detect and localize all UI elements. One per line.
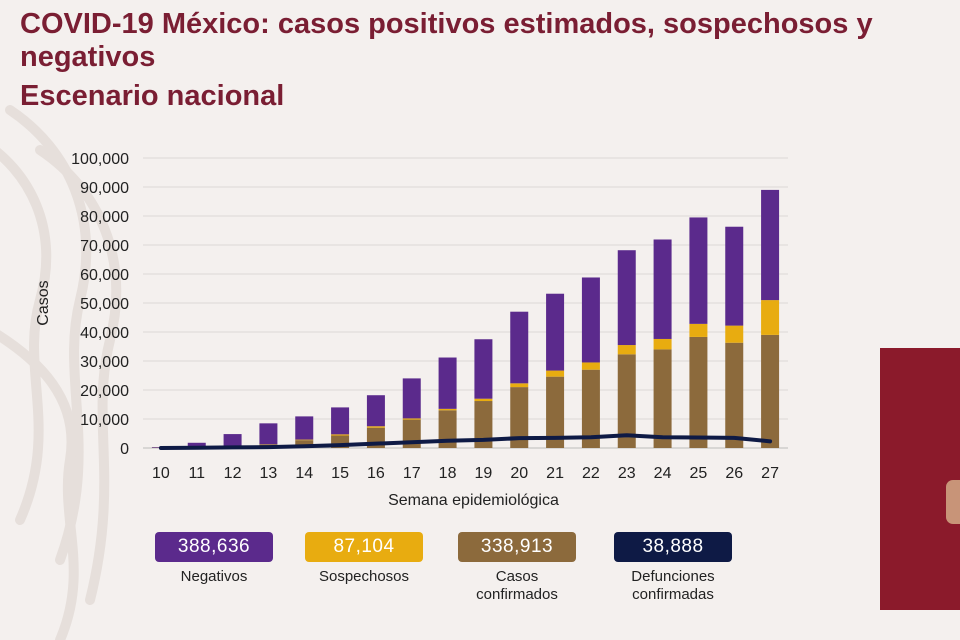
y-tick-label: 20,000 — [80, 383, 129, 400]
stat-value: 87,104 — [305, 532, 423, 562]
bar-sospechosos — [474, 398, 493, 402]
stat-value: 38,888 — [614, 532, 732, 562]
bar-sospechosos — [546, 370, 565, 377]
x-tick-label: 11 — [188, 465, 205, 482]
stat-label: Defunciones confirmadas — [631, 568, 715, 603]
bar-negativos — [546, 293, 565, 371]
x-tick-label: 21 — [546, 465, 564, 482]
bar-negativos — [510, 311, 529, 384]
y-tick-label: 80,000 — [80, 209, 129, 226]
y-tick-label: 10,000 — [80, 412, 129, 429]
bar-confirmados — [546, 376, 565, 448]
bar-sospechosos — [689, 323, 708, 337]
bar-confirmados — [725, 342, 744, 448]
y-tick-label: 70,000 — [80, 238, 129, 255]
bar-confirmados — [295, 440, 314, 448]
x-tick-label: 20 — [510, 465, 528, 482]
stat-1: 388,636 Negativos — [155, 532, 273, 586]
x-tick-label: 22 — [582, 465, 600, 482]
y-tick-label: 30,000 — [80, 354, 129, 371]
bar-negativos — [223, 434, 242, 447]
bar-confirmados — [438, 410, 457, 448]
x-tick-label: 16 — [367, 465, 385, 482]
stat-label: Negativos — [180, 568, 248, 585]
y-tick-label: 60,000 — [80, 267, 129, 284]
bar-confirmados — [689, 336, 708, 448]
bar-negativos — [438, 357, 457, 409]
chart-subtitle: Escenario nacional — [20, 80, 285, 112]
y-tick-label: 90,000 — [80, 180, 129, 197]
x-axis-label: Semana epidemiológica — [388, 492, 559, 509]
stat-4: 38,888 Defunciones confirmadas — [614, 532, 732, 604]
chart-title: COVID-19 México: casos positivos estimad… — [20, 8, 873, 73]
x-tick-label: 14 — [295, 465, 313, 482]
x-tick-label: 25 — [690, 465, 708, 482]
stat-2: 87,104 Sospechosos — [305, 532, 423, 586]
bar-negativos — [402, 378, 421, 419]
bar-sospechosos — [725, 325, 744, 343]
x-tick-label: 15 — [331, 465, 349, 482]
bar-negativos — [474, 339, 493, 399]
bar-negativos — [295, 416, 314, 440]
bar-negativos — [187, 442, 206, 448]
y-axis-label: Casos — [35, 280, 52, 325]
y-tick-label: 100,000 — [71, 151, 129, 168]
bar-confirmados — [761, 334, 780, 448]
bar-sospechosos — [295, 439, 314, 441]
bar-negativos — [725, 226, 744, 326]
bar-negativos — [689, 217, 708, 324]
bar-sospechosos — [402, 418, 421, 420]
y-tick-label: 0 — [120, 441, 129, 458]
bar-negativos — [761, 189, 780, 301]
bar-negativos — [331, 407, 350, 435]
bar-sospechosos — [761, 300, 780, 335]
bar-confirmados — [653, 349, 672, 448]
bar-confirmados — [617, 354, 636, 448]
x-tick-label: 26 — [725, 465, 743, 482]
bar-negativos — [581, 277, 600, 363]
x-tick-label: 23 — [618, 465, 636, 482]
x-tick-label: 13 — [260, 465, 278, 482]
video-panel — [880, 348, 960, 610]
bar-negativos — [366, 395, 385, 427]
bar-sospechosos — [366, 426, 385, 428]
stat-label: Sospechosos — [318, 568, 410, 585]
x-tick-label: 27 — [761, 465, 779, 482]
bar-sospechosos — [331, 434, 350, 436]
line-defunciones — [158, 433, 773, 450]
bar-sospechosos — [438, 408, 457, 411]
x-tick-label: 17 — [403, 465, 421, 482]
x-tick-label: 12 — [224, 465, 242, 482]
stat-value: 388,636 — [155, 532, 273, 562]
stat-value: 338,913 — [458, 532, 576, 562]
bar-negativos — [617, 250, 636, 346]
y-tick-label: 40,000 — [80, 325, 129, 342]
bar-sospechosos — [510, 383, 529, 388]
stat-label: Casos confirmados — [476, 568, 558, 603]
stat-3: 338,913 Casos confirmados — [458, 532, 576, 604]
x-tick-label: 24 — [654, 465, 672, 482]
bar-confirmados — [510, 387, 529, 448]
bar-negativos — [653, 239, 672, 339]
speaker-figure — [946, 480, 960, 524]
bar-sospechosos — [653, 338, 672, 350]
x-tick-label: 18 — [439, 465, 457, 482]
bar-sospechosos — [617, 345, 636, 355]
y-tick-label: 50,000 — [80, 296, 129, 313]
x-tick-label: 10 — [152, 465, 170, 482]
bar-confirmados — [474, 401, 493, 448]
bar-negativos — [259, 423, 278, 445]
bar-confirmados — [581, 369, 600, 448]
bar-sospechosos — [581, 362, 600, 370]
x-tick-label: 19 — [475, 465, 493, 482]
